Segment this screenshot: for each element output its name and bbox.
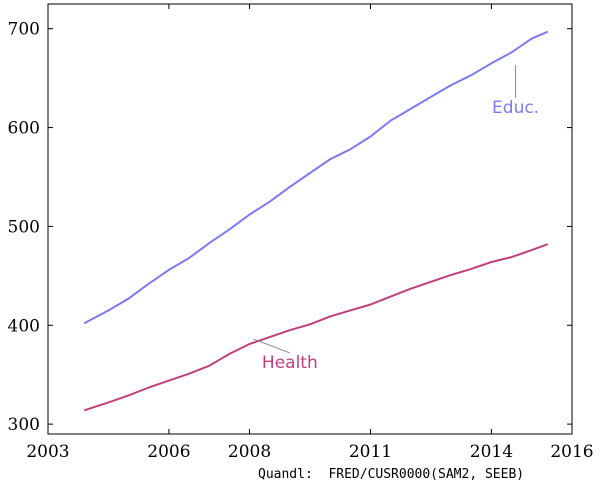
series-label-educ: Educ. [492,98,539,118]
series-line-educ [83,30,549,325]
y-tick-label: 600 [8,119,40,139]
plot-frame [47,3,573,435]
x-tick-label: 2014 [470,442,513,462]
x-tick-label: 2008 [228,442,271,462]
y-tick-label: 300 [8,415,40,435]
axis-tick-labels: 2003 2006 2008 2011 2014 2016 300 400 500 600 700 [8,20,594,462]
source-note: Quandl: FRED/CUSR0000(SAM2, SEEB) [258,467,525,482]
y-tick-label: 700 [8,20,40,40]
x-tick-label: 2006 [147,442,190,462]
series-lines [83,30,549,412]
series-line-health [83,243,549,412]
series-annotations: Educ. Health [253,65,539,373]
x-tick-label: 2016 [550,442,593,462]
series-label-health: Health [262,353,318,373]
x-tick-label: 2011 [349,442,392,462]
y-tick-label: 500 [8,217,40,237]
x-tick-label: 2003 [26,442,69,462]
axis-ticks [47,4,573,434]
series-label-leader-health [253,338,291,354]
y-tick-label: 400 [8,316,40,336]
